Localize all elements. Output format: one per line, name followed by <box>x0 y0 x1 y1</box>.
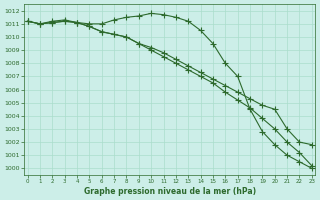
X-axis label: Graphe pression niveau de la mer (hPa): Graphe pression niveau de la mer (hPa) <box>84 187 256 196</box>
